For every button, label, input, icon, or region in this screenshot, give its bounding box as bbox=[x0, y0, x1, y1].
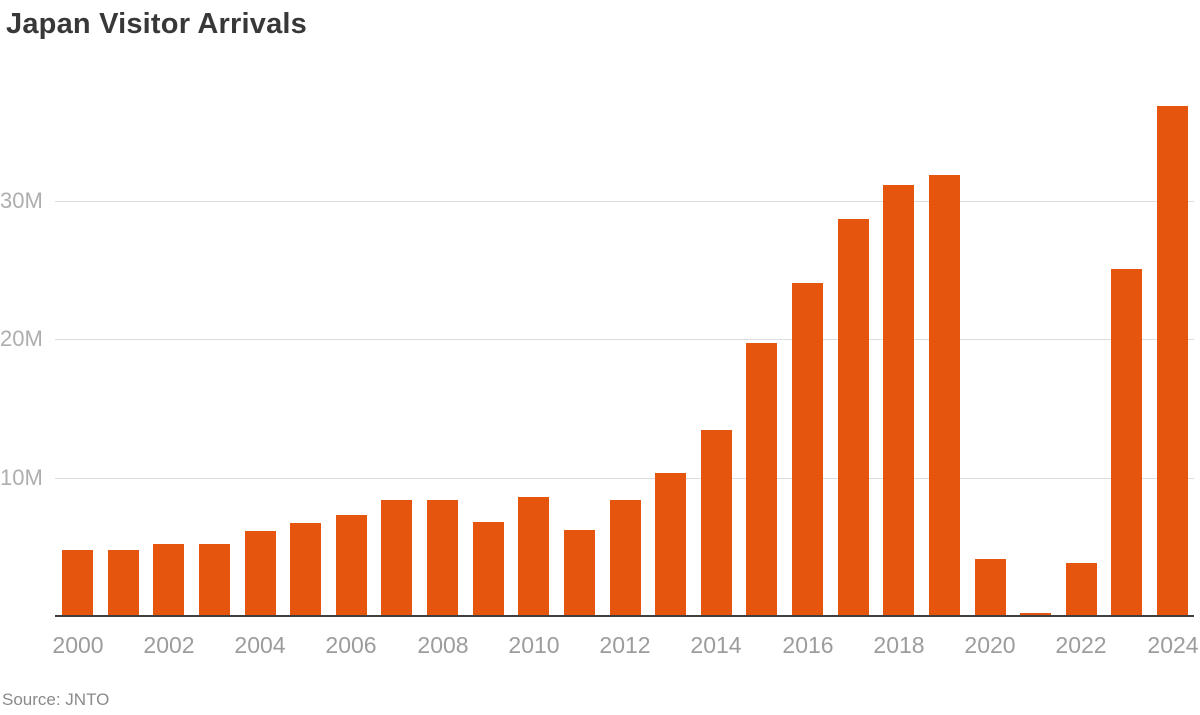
gridline-30M bbox=[55, 201, 1194, 202]
bar-2019 bbox=[929, 175, 960, 616]
x-axis-tick-label: 2016 bbox=[782, 632, 834, 658]
bar-2000 bbox=[62, 550, 93, 616]
source-note: Source: JNTO bbox=[2, 690, 110, 709]
bar-2018 bbox=[883, 185, 914, 616]
bar-2017 bbox=[838, 219, 869, 616]
bar-2016 bbox=[792, 283, 823, 616]
x-axis-tick-label: 2018 bbox=[873, 632, 925, 658]
bar-2022 bbox=[1066, 563, 1097, 616]
x-axis-tick-label: 2006 bbox=[325, 632, 377, 658]
bar-2020 bbox=[975, 559, 1006, 616]
bar-2010 bbox=[518, 497, 549, 616]
gridline-10M bbox=[55, 478, 1194, 479]
x-axis-tick-label: 2020 bbox=[964, 632, 1016, 658]
bar-2007 bbox=[381, 500, 412, 616]
x-axis-tick-label: 2004 bbox=[234, 632, 286, 658]
y-axis-tick-label: 20M bbox=[0, 326, 43, 351]
x-axis-tick-label: 2002 bbox=[143, 632, 195, 658]
bar-2024 bbox=[1157, 106, 1188, 616]
bar-2011 bbox=[564, 530, 595, 616]
x-axis-tick-label: 2014 bbox=[690, 632, 742, 658]
gridline-20M bbox=[55, 339, 1194, 340]
x-axis-tick-label: 2022 bbox=[1055, 632, 1107, 658]
bar-2005 bbox=[290, 523, 321, 616]
bar-2003 bbox=[199, 544, 230, 616]
x-axis-tick-label: 2000 bbox=[52, 632, 104, 658]
bar-2002 bbox=[153, 544, 184, 616]
bar-2012 bbox=[610, 500, 641, 616]
bar-2013 bbox=[655, 473, 686, 616]
bar-2021 bbox=[1020, 613, 1051, 616]
x-axis-tick-label: 2010 bbox=[508, 632, 560, 658]
bar-2014 bbox=[701, 430, 732, 616]
bar-2006 bbox=[336, 515, 367, 616]
x-axis-tick-label: 2024 bbox=[1147, 632, 1199, 658]
bar-2004 bbox=[245, 531, 276, 616]
x-axis-tick-label: 2012 bbox=[599, 632, 651, 658]
bar-2015 bbox=[746, 343, 777, 616]
bar-2001 bbox=[108, 550, 139, 616]
y-axis-tick-label: 30M bbox=[0, 188, 43, 213]
x-axis-line bbox=[55, 615, 1194, 617]
bar-2009 bbox=[473, 522, 504, 616]
bar-2023 bbox=[1111, 269, 1142, 616]
y-axis-tick-label: 10M bbox=[0, 465, 43, 490]
bar-2008 bbox=[427, 500, 458, 616]
x-axis-tick-label: 2008 bbox=[417, 632, 469, 658]
chart-title: Japan Visitor Arrivals bbox=[6, 8, 307, 40]
